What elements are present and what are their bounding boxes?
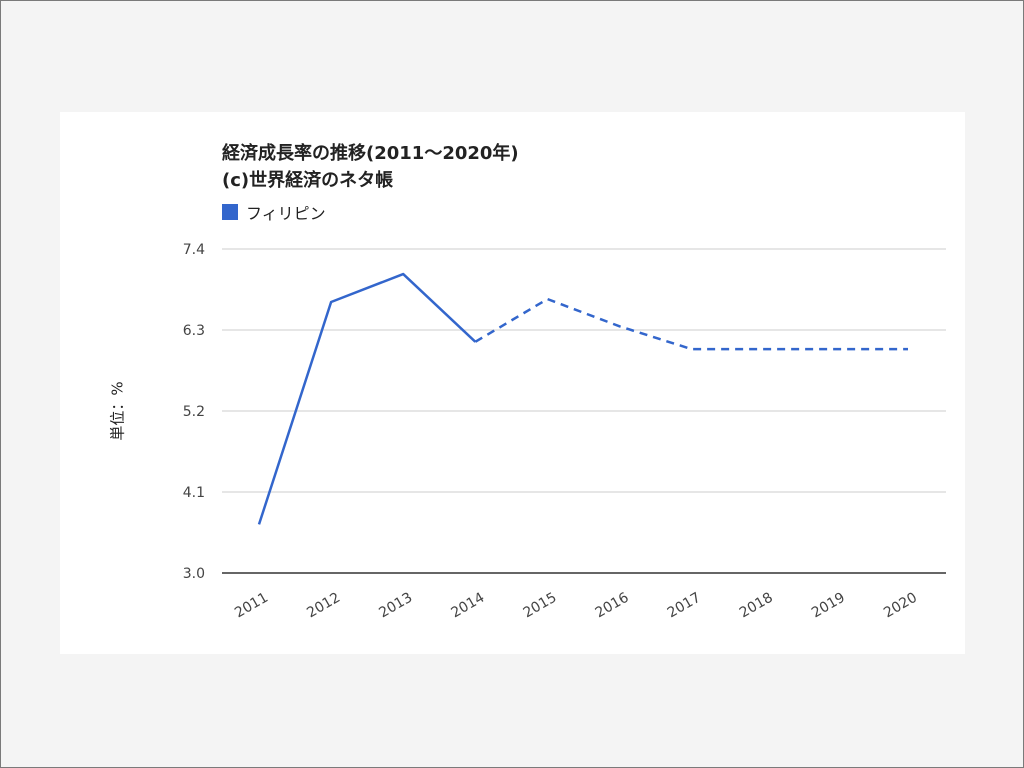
y-tick-label: 5.2 <box>183 404 205 420</box>
x-tick-labels: 2011 2012 2013 2014 2015 2016 2017 2018 2019 2020 <box>232 590 920 622</box>
data-point[interactable] <box>905 346 911 352</box>
data-point[interactable] <box>472 339 478 345</box>
x-tick-label: 2014 <box>448 590 487 622</box>
chart-title: 経済成長率の推移(2011～2020年) <box>222 143 519 164</box>
y-tick-label: 6.3 <box>183 323 205 339</box>
data-point[interactable] <box>328 299 334 305</box>
data-point[interactable] <box>617 323 623 329</box>
data-point[interactable] <box>761 346 767 352</box>
y-tick-label: 4.1 <box>183 485 205 501</box>
data-point[interactable] <box>833 346 839 352</box>
y-tick-label: 7.4 <box>183 242 205 258</box>
data-point[interactable] <box>544 296 550 302</box>
data-point[interactable] <box>256 521 262 527</box>
x-tick-label: 2019 <box>809 590 848 622</box>
x-tick-label: 2016 <box>593 590 632 622</box>
chart-subtitle: (c)世界経済のネタ帳 <box>222 170 394 191</box>
data-point[interactable] <box>689 346 695 352</box>
x-tick-label: 2017 <box>665 590 704 622</box>
x-tick-label: 2013 <box>376 590 415 622</box>
series-lines <box>256 271 911 527</box>
legend-swatch <box>222 204 238 220</box>
chart-card <box>60 112 965 654</box>
data-point[interactable] <box>400 271 406 277</box>
x-tick-label: 2011 <box>232 590 271 622</box>
x-tick-label: 2015 <box>521 590 560 622</box>
x-tick-label: 2018 <box>737 590 776 622</box>
series-line-projected[interactable] <box>474 297 908 351</box>
y-tick-labels: 3.0 4.1 5.2 6.3 7.4 <box>183 242 205 582</box>
legend-label: フィリピン <box>246 204 326 223</box>
y-tick-label: 3.0 <box>183 566 205 582</box>
x-tick-label: 2020 <box>881 590 920 622</box>
x-tick-label: 2012 <box>304 590 343 622</box>
gridlines <box>222 248 946 574</box>
chart-legend[interactable]: フィリピン <box>222 200 326 224</box>
series-line-actual[interactable] <box>257 272 477 525</box>
